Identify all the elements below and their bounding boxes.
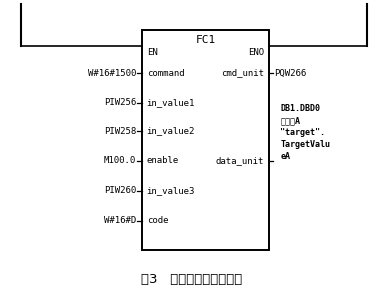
Text: 图3   通信子程序调用实例: 图3 通信子程序调用实例	[141, 273, 243, 286]
Text: PIW256: PIW256	[104, 98, 136, 107]
Bar	[142, 30, 269, 250]
Text: data_unit: data_unit	[216, 156, 264, 165]
Text: in_value3: in_value3	[147, 186, 195, 195]
Text: PIW260: PIW260	[104, 186, 136, 195]
Text: cmd_unit: cmd_unit	[221, 69, 264, 77]
Text: in_value2: in_value2	[147, 127, 195, 136]
Text: FC1: FC1	[195, 35, 215, 45]
Text: W#16#1500: W#16#1500	[88, 69, 136, 77]
Text: ENO: ENO	[248, 48, 264, 57]
Text: enable: enable	[147, 156, 179, 165]
Text: W#16#D: W#16#D	[104, 216, 136, 225]
Text: code: code	[147, 216, 168, 225]
Text: M100.0: M100.0	[104, 156, 136, 165]
Text: command: command	[147, 69, 184, 77]
Text: PQW266: PQW266	[275, 69, 307, 77]
Text: EN: EN	[147, 48, 157, 57]
Text: DB1.DBD0
目标值A
"target".
TargetValu
eA: DB1.DBD0 目标值A "target". TargetValu eA	[280, 104, 330, 162]
Text: in_value1: in_value1	[147, 98, 195, 107]
Text: PIW258: PIW258	[104, 127, 136, 136]
